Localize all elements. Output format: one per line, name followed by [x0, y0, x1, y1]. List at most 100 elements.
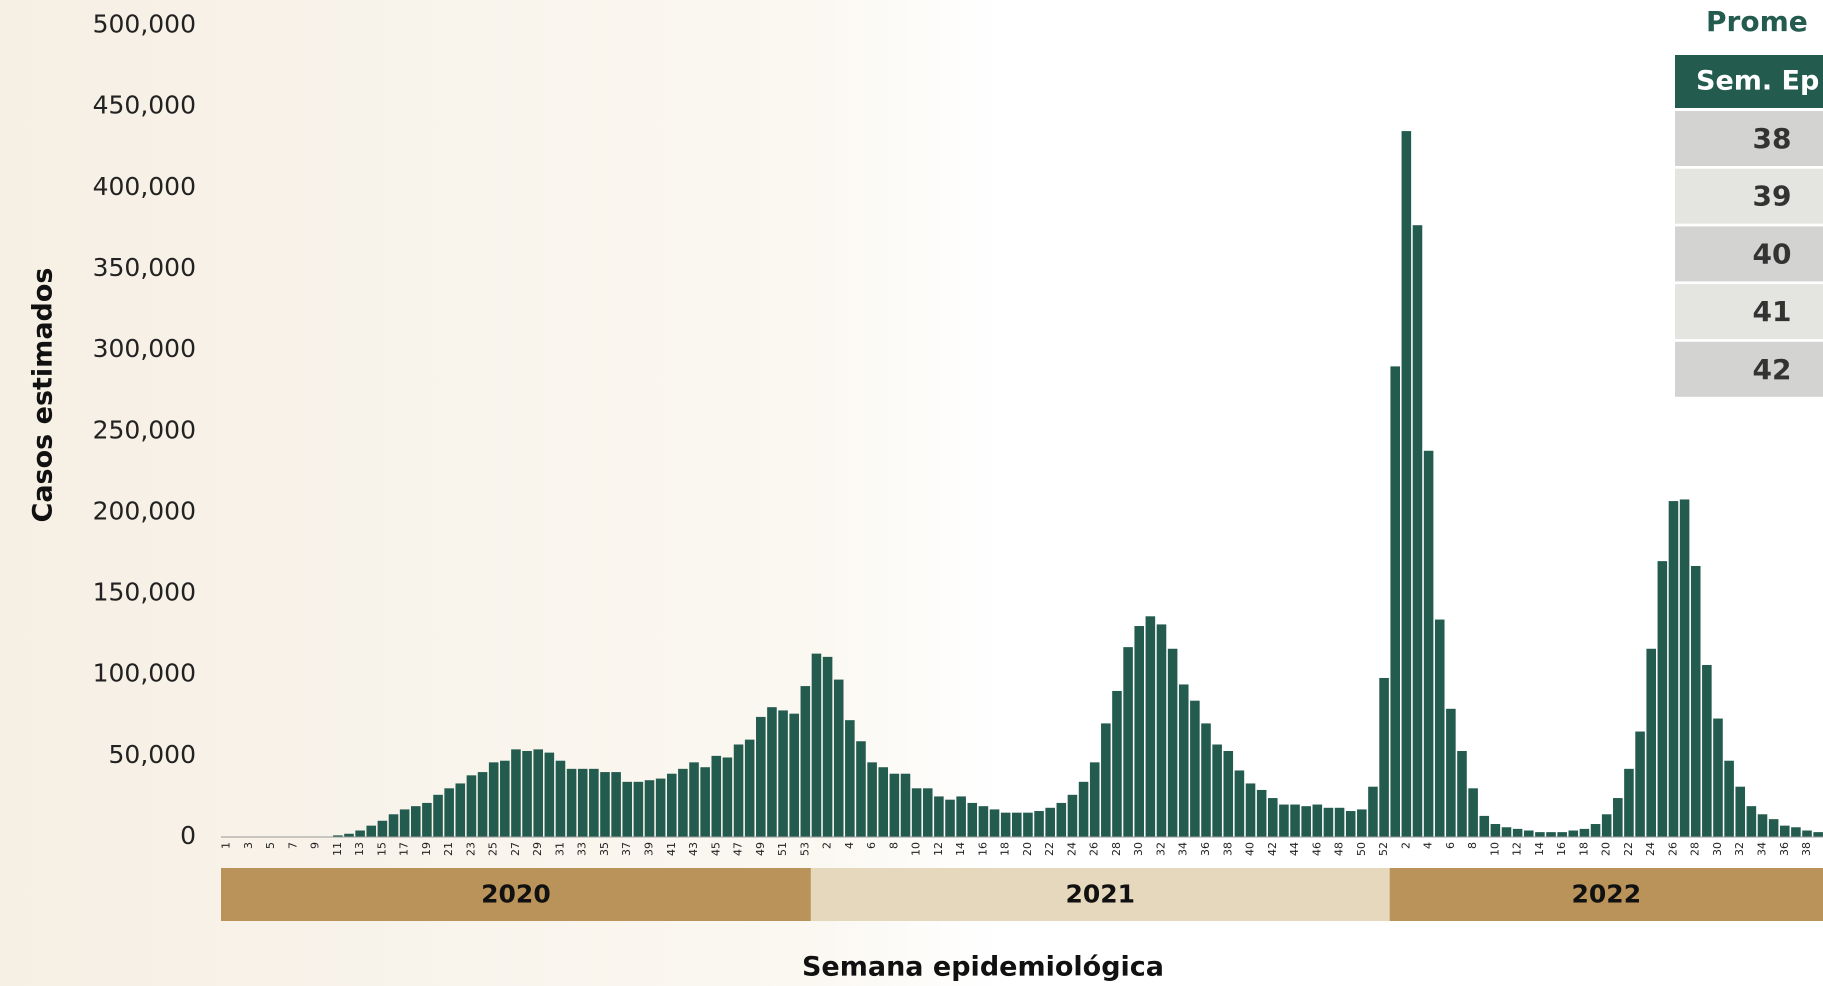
bar: [967, 803, 977, 837]
bar: [589, 769, 599, 837]
x-tick-label: 28: [1689, 842, 1702, 856]
page: Casos estimados Semana epidemiológica 05…: [0, 0, 1823, 986]
bar: [1691, 566, 1701, 837]
bar: [867, 762, 877, 837]
bar: [1023, 813, 1033, 837]
x-tick-label: 33: [576, 842, 589, 856]
x-tick-label: 12: [932, 842, 945, 856]
x-tick-label: 30: [1711, 842, 1724, 856]
bar: [945, 800, 955, 837]
y-tick-label: 400,000: [93, 172, 196, 201]
y-tick-label: 500,000: [93, 10, 196, 39]
bar: [1813, 832, 1823, 837]
table-cell: 41: [1753, 295, 1792, 328]
bar: [1524, 831, 1534, 837]
x-tick-label: 41: [665, 842, 678, 856]
bar: [823, 657, 833, 837]
bar: [979, 806, 989, 837]
bar: [389, 814, 399, 837]
bar: [1413, 225, 1423, 837]
bar: [901, 774, 911, 837]
bar: [1346, 811, 1356, 837]
x-tick-label: 9: [309, 842, 322, 849]
x-tick-label: 15: [375, 842, 388, 856]
y-tick-label: 250,000: [93, 415, 196, 444]
bar: [1201, 723, 1211, 837]
bar: [878, 767, 888, 837]
x-tick-label: 47: [732, 842, 745, 856]
x-tick-label: 25: [487, 842, 500, 856]
x-tick-label: 12: [1511, 842, 1524, 856]
table-row-bg: [1675, 169, 1823, 224]
bar: [1546, 832, 1556, 837]
bar: [845, 720, 855, 837]
bar: [467, 775, 477, 837]
x-tick-label: 1: [220, 842, 233, 849]
table-title: Prome: [1706, 5, 1808, 38]
bar: [456, 783, 466, 837]
x-tick-label: 45: [709, 842, 722, 856]
bar: [1658, 561, 1668, 837]
bar: [1624, 769, 1634, 837]
bar: [1001, 813, 1011, 837]
x-tick-label: 32: [1154, 842, 1167, 856]
bar: [1290, 805, 1300, 837]
bar: [801, 686, 811, 837]
bar: [578, 769, 588, 837]
bar: [1747, 806, 1757, 837]
bar: [767, 707, 777, 837]
bar: [1090, 762, 1100, 837]
x-tick-label: 18: [1577, 842, 1590, 856]
y-tick-label: 150,000: [93, 578, 196, 607]
bar: [1012, 813, 1022, 837]
bar: [1134, 626, 1144, 837]
bar: [622, 782, 632, 837]
bar: [1802, 831, 1812, 837]
bar: [1357, 809, 1367, 837]
bar: [645, 780, 655, 837]
x-tick-label: 4: [843, 842, 856, 849]
x-tick-label: 51: [776, 842, 789, 856]
y-tick-label: 50,000: [109, 740, 196, 769]
bar: [556, 761, 566, 837]
bar: [600, 772, 610, 837]
bar: [378, 821, 388, 837]
bar: [1313, 805, 1323, 837]
x-tick-label: 52: [1377, 842, 1390, 856]
y-tick-label: 300,000: [93, 334, 196, 363]
x-tick-label: 23: [464, 842, 477, 856]
table-cell: 40: [1753, 237, 1792, 270]
x-tick-label: 10: [1488, 842, 1501, 856]
background: [0, 0, 1823, 986]
bar: [890, 774, 900, 837]
bar: [834, 680, 844, 837]
bar: [678, 769, 688, 837]
x-tick-label: 13: [353, 842, 366, 856]
x-tick-label: 8: [887, 842, 900, 849]
x-tick-label: 37: [620, 842, 633, 856]
bar: [1279, 805, 1289, 837]
x-tick-label: 6: [1444, 842, 1457, 849]
bar: [1034, 811, 1044, 837]
bar: [956, 796, 966, 837]
bar: [611, 772, 621, 837]
bar: [634, 782, 644, 837]
bar: [478, 772, 488, 837]
bar: [1502, 827, 1512, 837]
bar: [1457, 751, 1467, 837]
x-tick-label: 49: [754, 842, 767, 856]
bar: [1424, 451, 1434, 837]
y-tick-label: 0: [180, 821, 196, 850]
bar: [1468, 788, 1478, 837]
bar: [1646, 649, 1656, 837]
bar: [856, 741, 866, 837]
bar: [1557, 832, 1567, 837]
bar: [511, 749, 521, 837]
bar: [1268, 798, 1278, 837]
table-cell: 39: [1753, 180, 1792, 213]
bar: [1324, 808, 1334, 837]
x-tick-label: 50: [1355, 842, 1368, 856]
bar: [1079, 782, 1089, 837]
year-label: 2021: [1065, 880, 1135, 909]
x-tick-label: 5: [264, 842, 277, 849]
